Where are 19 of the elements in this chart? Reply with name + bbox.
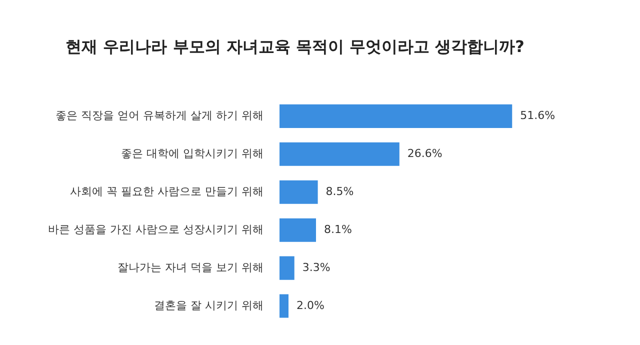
chart-title: 현재 우리나라 부모의 자녀교육 목적이 무엇이라고 생각합니까?: [66, 36, 524, 56]
data-label: 3.3%: [302, 260, 330, 274]
y-tick-label: 결혼을 잘 시키기 위해: [154, 298, 264, 312]
bar: [279, 256, 294, 280]
bar: [279, 180, 318, 204]
bar: [279, 142, 400, 166]
data-label: 2.0%: [296, 298, 324, 312]
y-tick-label: 사회에 꼭 필요한 사람으로 만들기 위해: [70, 184, 264, 198]
y-tick-label: 잘나가는 자녀 덕을 보기 위해: [117, 260, 264, 274]
y-tick-label: 좋은 대학에 입학시키기 위해: [120, 147, 264, 160]
data-label: 26.6%: [407, 147, 442, 160]
bar: [279, 218, 316, 242]
data-label: 51.6%: [520, 109, 556, 122]
y-tick-label: 바른 성품을 가진 사람으로 성장시키기 위해: [48, 222, 264, 236]
data-label: 8.1%: [324, 222, 352, 236]
bar: [279, 104, 512, 128]
y-tick-label: 좋은 직장을 얻어 유복하게 살게 하기 위해: [56, 109, 264, 122]
data-label: 8.5%: [326, 184, 354, 198]
bar: [279, 294, 288, 318]
